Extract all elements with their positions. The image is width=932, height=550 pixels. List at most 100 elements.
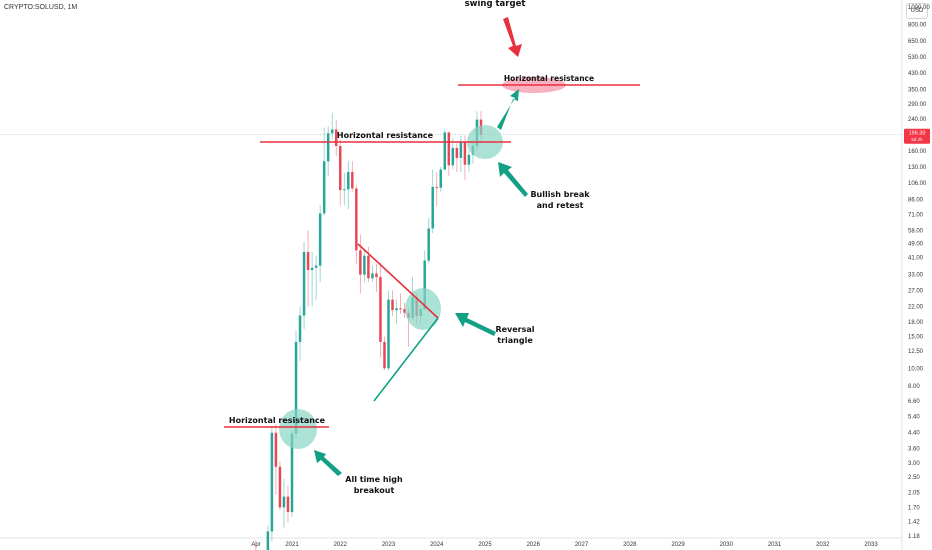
price-tick-label: 1.70 — [908, 505, 920, 511]
price-tick-label: 160.00 — [908, 149, 927, 155]
candles — [255, 111, 483, 550]
candle-2024-02 — [439, 167, 443, 192]
price-tick-label: 106.00 — [908, 181, 927, 187]
price-tick-label: 10.00 — [908, 366, 924, 372]
candle-2024-05 — [451, 138, 455, 169]
candle-2024-07 — [459, 135, 463, 173]
price-tick-label: 8.00 — [908, 384, 920, 390]
candle-body — [314, 265, 318, 268]
time-tick-label: 2021 — [285, 542, 299, 548]
candle-2023-03 — [395, 299, 398, 325]
price-tick-label: 1.42 — [908, 519, 920, 525]
triangle-resistance-line — [357, 243, 439, 319]
candle-2024-04 — [447, 131, 451, 177]
candle-body — [443, 132, 447, 170]
price-tick-label: 290.00 — [908, 102, 927, 108]
price-tick-label: 350.00 — [908, 87, 927, 93]
candle-body — [455, 147, 459, 158]
candle-body — [431, 186, 434, 229]
candle-2024-09 — [467, 150, 471, 173]
time-tick-label: 2026 — [527, 542, 541, 548]
price-tick-label: 58.00 — [908, 228, 924, 234]
price-tick-label: 22.00 — [908, 304, 924, 310]
candle-body — [318, 213, 322, 266]
price-tick-label: 2.05 — [908, 491, 920, 497]
price-tick-label: 1000.00 — [908, 5, 930, 11]
time-tick-label: 2027 — [575, 542, 589, 548]
price-tick-label: 71.00 — [908, 213, 924, 219]
candle-2022-05 — [355, 185, 358, 264]
candle-body — [310, 267, 314, 271]
candle-body — [383, 341, 386, 369]
candle-body — [326, 133, 330, 162]
time-tick-label: 2024 — [430, 542, 444, 548]
candle-2020-11 — [282, 478, 286, 529]
reversal-label-2: triangle — [497, 336, 533, 345]
candle-body — [403, 308, 406, 313]
candle-body — [266, 531, 270, 550]
price-tick-label: 4.40 — [908, 431, 920, 437]
currency-button[interactable]: USD — [906, 3, 928, 19]
candle-body — [355, 188, 358, 251]
time-tick-label: 2023 — [382, 542, 396, 548]
candle-2024-08 — [463, 135, 467, 181]
time-axis: Apr2021202220232024202520262027202820292… — [251, 542, 878, 548]
price-tick-label: 650.00 — [908, 39, 927, 45]
candle-2022-07 — [363, 250, 366, 283]
resistance-label-low: Horizontal resistance — [229, 416, 326, 425]
triangle-arrow — [455, 313, 496, 336]
swing-target-label: swing target — [465, 0, 526, 9]
ath-arrow — [314, 450, 342, 476]
candle-body — [463, 141, 467, 165]
candle-body — [322, 161, 326, 214]
candle-2022-12 — [383, 336, 386, 370]
candle-2021-03 — [298, 306, 302, 361]
resistance-label-mid: Horizontal resistance — [337, 131, 434, 140]
last-price-tag — [904, 128, 930, 144]
time-tick-label: 2029 — [671, 542, 685, 548]
candle-body — [395, 308, 398, 311]
candle-2023-04 — [399, 293, 402, 314]
candle-2024-06 — [455, 143, 459, 173]
candle-2021-10 — [326, 126, 330, 177]
candle-2021-07 — [314, 255, 318, 300]
candle-2022-10 — [375, 263, 378, 292]
price-tick-label: 240.00 — [908, 117, 927, 123]
candle-2022-04 — [351, 161, 354, 192]
candle-body — [302, 252, 306, 316]
price-tick-label: 27.00 — [908, 288, 924, 294]
candle-body — [371, 273, 374, 279]
triangle-breakout-circle — [405, 288, 441, 330]
candle-body — [399, 308, 402, 310]
candle-2023-11 — [427, 217, 430, 264]
candle-body — [387, 299, 390, 369]
ticker-label: CRYPTO:SOLUSD, 1M — [4, 4, 78, 11]
candle-2021-11 — [330, 112, 334, 140]
candle-body — [451, 147, 455, 166]
candle-body — [330, 129, 334, 134]
candle-body — [347, 172, 350, 190]
candle-2021-04 — [302, 242, 306, 330]
ath-label-2: breakout — [354, 486, 395, 495]
triangle-support-line — [373, 317, 439, 402]
price-tick-label: 130.00 — [908, 165, 927, 171]
price-tick-label: 1.18 — [908, 534, 920, 540]
time-tick-label: 2022 — [334, 542, 348, 548]
candle-body — [467, 154, 471, 165]
price-tick-label: 530.00 — [908, 55, 927, 61]
retest-arrow — [498, 162, 528, 197]
candle-2020-10 — [278, 461, 282, 510]
price-tick-label: 430.00 — [908, 71, 927, 77]
time-tick-label: 2025 — [478, 542, 492, 548]
candle-body — [282, 496, 286, 508]
candle-body — [351, 172, 354, 189]
candle-body — [290, 433, 294, 513]
candle-2021-08 — [318, 205, 322, 283]
resistance-label-top: Horizontal resistance — [504, 74, 594, 83]
candle-body — [435, 186, 438, 188]
candle-body — [274, 432, 278, 467]
ath-breakout-circle — [279, 409, 317, 449]
candle-2020-08 — [270, 425, 274, 542]
